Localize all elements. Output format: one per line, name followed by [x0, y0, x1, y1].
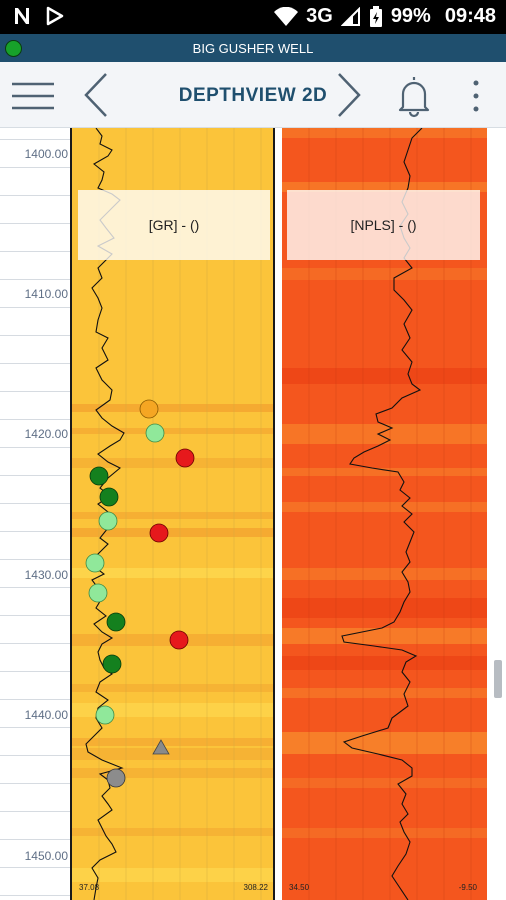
- signal-icon: [340, 6, 360, 26]
- depth-label: 1410.00: [24, 287, 68, 301]
- marker-red: [175, 448, 195, 468]
- marker-gray: [106, 768, 126, 788]
- more-vert-icon: [473, 80, 479, 112]
- marker-light-green: [85, 553, 105, 573]
- npls-track-header[interactable]: [NPLS] - (): [287, 190, 480, 260]
- bell-icon: [398, 77, 430, 118]
- well-status-indicator: [5, 40, 22, 57]
- overflow-menu-button[interactable]: [466, 76, 486, 116]
- npls-log-track[interactable]: [NPLS] - () 34.50 -9.50: [282, 128, 487, 900]
- battery-icon: [369, 5, 382, 27]
- battery-level: 99%: [390, 5, 431, 27]
- marker-light-green: [145, 423, 165, 443]
- previous-button[interactable]: [80, 72, 112, 118]
- gr-scale-min: 37.08: [79, 883, 100, 892]
- marker-red: [169, 630, 189, 650]
- well-bar: BIG GUSHER WELL: [0, 34, 506, 62]
- depth-label: 1400.00: [24, 147, 68, 161]
- status-bar: 3G 99% 09:48: [0, 0, 506, 34]
- marker-light-green: [98, 511, 118, 531]
- marker-dark-green: [106, 612, 126, 632]
- app-bar: DEPTHVIEW 2D: [0, 62, 506, 128]
- npls-scale-min: 34.50: [289, 883, 310, 892]
- chevron-right-icon: [338, 73, 361, 117]
- wifi-icon: [274, 6, 299, 26]
- marker-orange: [139, 399, 159, 419]
- depth-label: 1450.00: [24, 849, 68, 863]
- marker-triangle: [152, 739, 170, 755]
- gr-log-track[interactable]: [GR] - () 37.08 308.22: [70, 128, 275, 900]
- gr-scale-max: 308.22: [243, 883, 268, 892]
- play-store-icon: [46, 6, 64, 26]
- npls-scale-max: -9.50: [458, 883, 477, 892]
- notifications-button[interactable]: [394, 74, 434, 118]
- depth-label: 1420.00: [24, 427, 68, 441]
- marker-dark-green: [99, 487, 119, 507]
- chevron-left-icon: [84, 73, 107, 117]
- marker-red: [149, 523, 169, 543]
- depth-axis: 1400.00 1410.00 1420.00 1430.00 1440.00 …: [0, 128, 70, 900]
- marker-dark-green: [102, 654, 122, 674]
- scrollbar-thumb[interactable]: [494, 660, 502, 698]
- well-name: BIG GUSHER WELL: [192, 41, 314, 56]
- menu-button[interactable]: [10, 76, 56, 116]
- nfc-icon: [15, 8, 29, 24]
- marker-dark-green: [89, 466, 109, 486]
- network-type: 3G: [306, 5, 333, 27]
- gr-track-header[interactable]: [GR] - (): [78, 190, 270, 260]
- page-title: DEPTHVIEW 2D: [178, 85, 328, 106]
- depth-label: 1430.00: [24, 568, 68, 582]
- marker-light-green: [88, 583, 108, 603]
- depth-label: 1440.00: [24, 708, 68, 722]
- hamburger-menu-icon: [12, 82, 54, 110]
- clock: 09:48: [444, 5, 496, 27]
- next-button[interactable]: [333, 72, 365, 118]
- marker-light-green: [95, 705, 115, 725]
